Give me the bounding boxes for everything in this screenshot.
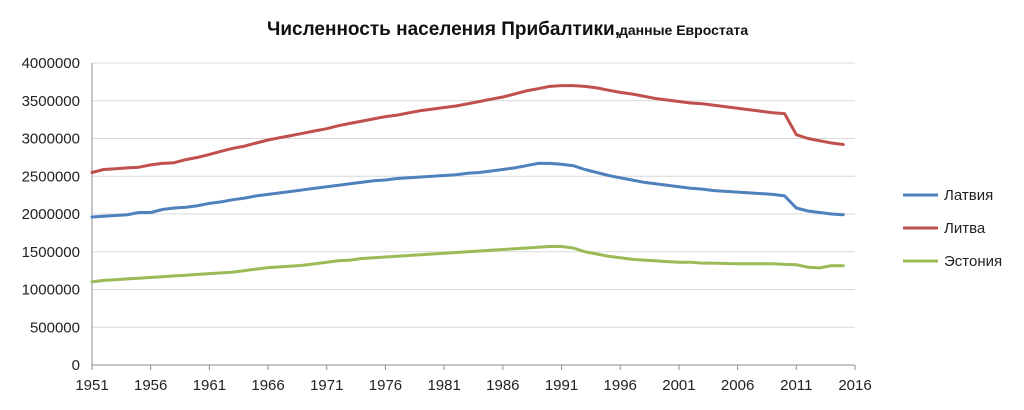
- legend-label-0: Латвия: [944, 187, 993, 204]
- y-tick-label: 1500000: [22, 244, 80, 261]
- legend-label-1: Литва: [944, 220, 986, 237]
- x-tick-label: 1976: [369, 377, 402, 394]
- chart-title: Численность населения Прибалтики,: [267, 19, 620, 40]
- series-line-2: [90, 245, 845, 284]
- x-tick-label: 1956: [134, 377, 167, 394]
- series-lines: [90, 84, 845, 284]
- y-tick-label: 3500000: [22, 93, 80, 110]
- y-tick-label: 0: [72, 357, 80, 374]
- x-tick-label: 2016: [838, 377, 871, 394]
- legend: Латвия Литва Эстония: [903, 187, 1002, 270]
- x-tick-label: 1996: [604, 377, 637, 394]
- x-tick-label: 2001: [662, 377, 695, 394]
- x-tick-label: 1991: [545, 377, 578, 394]
- y-tick-label: 1000000: [22, 282, 80, 299]
- y-tick-label: 3000000: [22, 131, 80, 148]
- x-tick-label: 1961: [193, 377, 226, 394]
- chart-subtitle: данные Евростата: [619, 22, 748, 38]
- y-tick-label: 2500000: [22, 168, 80, 185]
- series-line-0: [90, 161, 845, 219]
- x-tick-label: 1951: [75, 377, 108, 394]
- y-tick-label: 4000000: [22, 55, 80, 72]
- y-tick-label: 2000000: [22, 206, 80, 223]
- axes: 0 500000 1000000 1500000 2000000 2500000 30000…: [22, 55, 872, 394]
- x-tick-label: 1986: [486, 377, 519, 394]
- x-tick-label: 2006: [721, 377, 754, 394]
- x-tick-label: 1981: [427, 377, 460, 394]
- series-line-1: [90, 84, 845, 174]
- legend-label-2: Эстония: [944, 253, 1002, 270]
- x-tick-label: 1966: [251, 377, 284, 394]
- x-tick-label: 2011: [780, 377, 812, 394]
- y-tick-label: 500000: [30, 319, 80, 336]
- x-tick-label: 1971: [310, 377, 343, 394]
